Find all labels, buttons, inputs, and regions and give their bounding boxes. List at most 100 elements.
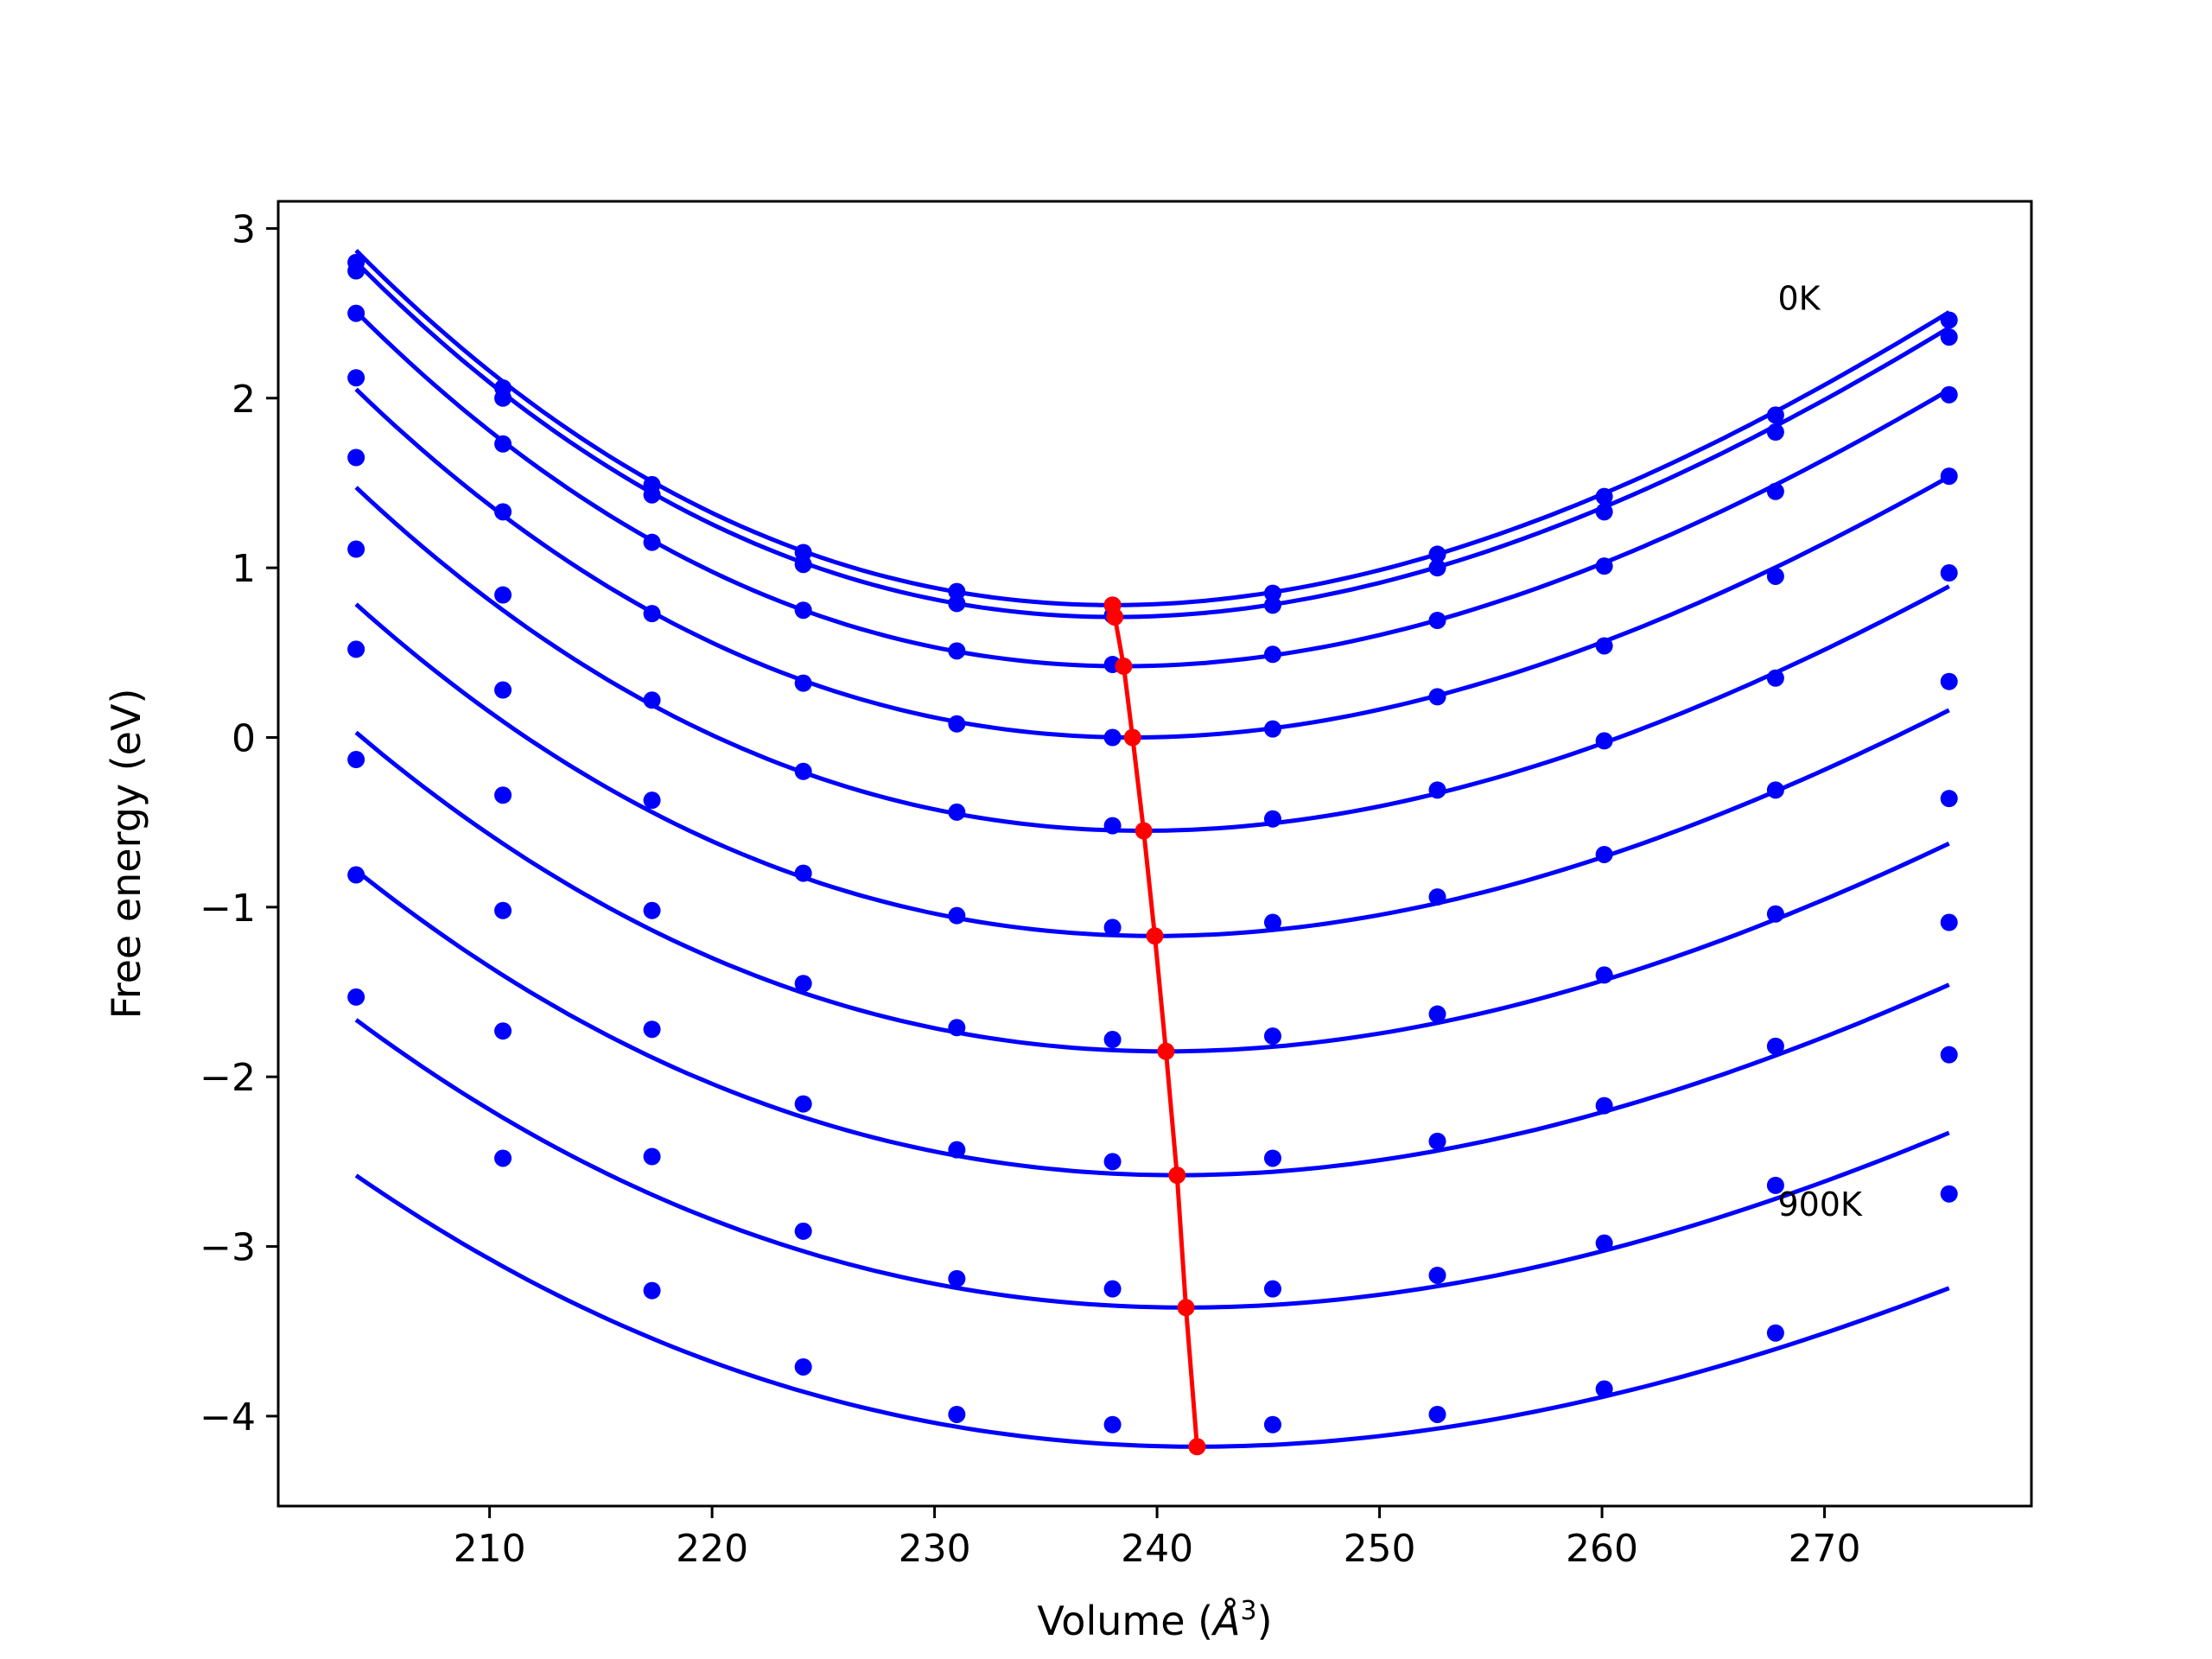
data-point-s7-p8 — [1595, 1096, 1613, 1115]
x-tick-label-6: 270 — [1789, 1527, 1861, 1571]
x-axis-label-text: Volume ( — [1037, 1598, 1213, 1644]
data-point-s5-p0 — [347, 540, 365, 558]
x-tick-label-4: 250 — [1344, 1527, 1416, 1571]
data-point-s5-p9 — [1766, 781, 1784, 799]
data-point-s4-p5 — [1103, 817, 1122, 835]
data-point-s1-p4 — [948, 594, 966, 613]
data-point-s6-p4 — [948, 1019, 966, 1037]
data-point-s8-p4 — [948, 1269, 966, 1287]
x-axis-label-close: ) — [1257, 1598, 1273, 1644]
data-point-s7-p2 — [643, 1020, 661, 1039]
data-point-s5-p7 — [1428, 888, 1446, 906]
data-point-s6-p9 — [1766, 905, 1784, 923]
fit-curve-7 — [354, 868, 1950, 1178]
data-point-s9-p1 — [494, 1149, 512, 1167]
data-point-s7-p9 — [1766, 1037, 1784, 1055]
data-point-s7-p5 — [1103, 1153, 1122, 1171]
data-point-s7-p6 — [1263, 1149, 1281, 1167]
data-point-s2-p1 — [494, 435, 512, 453]
y-tick-label-1: 2 — [232, 378, 256, 422]
x-tick-label-3: 240 — [1121, 1527, 1193, 1571]
data-point-s1-p6 — [1263, 596, 1281, 614]
data-point-s5-p6 — [1263, 913, 1281, 931]
data-point-s8-p6 — [1263, 1280, 1281, 1298]
x-axis-label-unit: Å — [1211, 1598, 1240, 1644]
fit-curve-0 — [354, 249, 1951, 607]
data-point-s3-p5 — [1103, 728, 1122, 747]
minima-line — [1110, 604, 1199, 1447]
axes-frame — [276, 200, 2033, 1508]
x-tick-label-5: 260 — [1566, 1527, 1638, 1571]
data-point-s6-p5 — [1103, 1031, 1122, 1049]
data-point-s8-p3 — [794, 1222, 812, 1240]
data-point-s7-p1 — [494, 901, 512, 919]
data-point-s2-p4 — [948, 642, 966, 660]
data-point-s6-p10 — [1940, 790, 1958, 808]
data-point-s5-p5 — [1103, 918, 1122, 937]
data-point-s0-p4 — [948, 582, 966, 601]
minima-point-8 — [1177, 1299, 1195, 1317]
fit-curve-4 — [354, 486, 1950, 834]
y-axis-label: Free energy (eV) — [103, 689, 149, 1020]
data-point-s1-p2 — [643, 486, 661, 504]
data-point-s3-p1 — [494, 503, 512, 521]
data-point-s5-p3 — [794, 864, 812, 882]
fit-curve-3 — [354, 387, 1950, 740]
data-point-s4-p3 — [794, 762, 812, 780]
data-point-s2-p8 — [1595, 557, 1613, 575]
data-point-s6-p7 — [1428, 1005, 1446, 1023]
x-axis-label: Volume (Å3) — [1037, 1596, 1272, 1644]
data-point-s3-p10 — [1940, 467, 1958, 486]
data-point-s1-p7 — [1428, 559, 1446, 577]
data-point-s8-p7 — [1428, 1266, 1446, 1284]
data-point-s2-p9 — [1766, 482, 1784, 500]
y-tick-label-2: 1 — [232, 547, 256, 591]
fit-curve-6 — [354, 730, 1950, 1054]
fit-curve-9 — [354, 1173, 1950, 1449]
y-tick-label-3: 0 — [232, 716, 256, 760]
minima-point-6 — [1157, 1042, 1175, 1060]
data-point-s2-p2 — [643, 533, 661, 551]
annotations: 0K 900K — [1777, 280, 1863, 1224]
data-point-s8-p2 — [643, 1147, 661, 1166]
data-point-s7-p3 — [794, 1095, 812, 1113]
data-point-s3-p4 — [948, 715, 966, 733]
data-point-s6-p6 — [1263, 1027, 1281, 1046]
data-point-s7-p7 — [1428, 1132, 1446, 1150]
data-point-s8-p9 — [1766, 1176, 1784, 1194]
data-point-s4-p4 — [948, 803, 966, 821]
data-point-s9-p7 — [1428, 1405, 1446, 1423]
data-point-s8-p5 — [1103, 1280, 1122, 1298]
data-point-s0-p3 — [794, 543, 812, 562]
data-point-s9-p3 — [794, 1357, 812, 1376]
data-point-s6-p3 — [794, 975, 812, 993]
data-point-s2-p7 — [1428, 612, 1446, 630]
data-point-s8-p0 — [347, 866, 365, 884]
data-point-s3-p3 — [794, 674, 812, 692]
data-point-s8-p1 — [494, 1022, 512, 1040]
data-point-s0-p6 — [1263, 584, 1281, 602]
data-point-s0-p9 — [1766, 406, 1784, 424]
data-point-s5-p1 — [494, 681, 512, 699]
data-point-s7-p10 — [1940, 913, 1958, 931]
data-point-s0-p8 — [1595, 487, 1613, 505]
annotation-0: 0K — [1777, 280, 1821, 318]
annotation-1: 900K — [1777, 1185, 1863, 1224]
data-point-s3-p0 — [347, 369, 365, 387]
data-point-s5-p10 — [1940, 672, 1958, 690]
y-tick-label-5: −2 — [200, 1056, 256, 1100]
data-point-s4-p0 — [347, 448, 365, 467]
data-point-s3-p9 — [1766, 567, 1784, 585]
fit-curve-2 — [354, 309, 1950, 669]
x-axis-label-exponent: 3 — [1241, 1596, 1257, 1626]
data-point-s2-p3 — [794, 601, 812, 620]
data-point-s9-p8 — [1595, 1380, 1613, 1398]
minima-point-1 — [1106, 608, 1124, 626]
y-tick-label-7: −4 — [200, 1395, 256, 1440]
data-point-s8-p8 — [1595, 1234, 1613, 1252]
data-point-s3-p8 — [1595, 637, 1613, 655]
minima-point-5 — [1146, 927, 1164, 945]
data-point-s3-p2 — [643, 605, 661, 623]
minima-point-3 — [1123, 728, 1141, 747]
